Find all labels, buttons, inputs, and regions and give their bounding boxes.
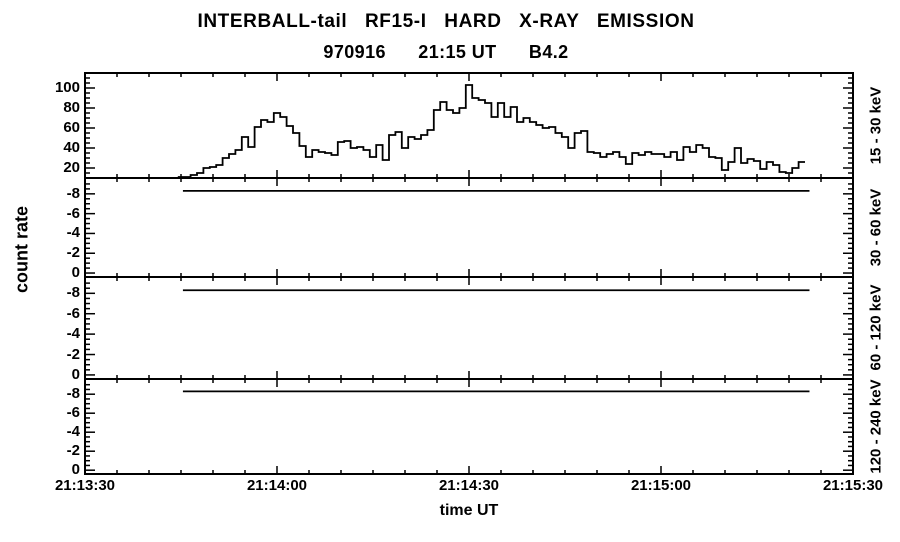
x-tick-label: 21:15:00 bbox=[630, 477, 692, 494]
chart-title: INTERBALL-tail RF15-I HARD X-RAY EMISSIO… bbox=[197, 11, 695, 32]
histogram-series-15-30keV bbox=[177, 84, 805, 178]
y-tick-label: -4 bbox=[66, 423, 80, 441]
y-tick-label: 40 bbox=[63, 139, 80, 156]
y-tick-label: -2 bbox=[66, 244, 80, 262]
y-tick-label: 100 bbox=[54, 79, 80, 96]
x-tick-label: 21:15:30 bbox=[822, 477, 884, 494]
y-tick-label: -8 bbox=[66, 385, 80, 403]
y-tick-label: -2 bbox=[66, 345, 80, 363]
chart-subtitle: 970916 21:15 UT B4.2 bbox=[323, 42, 569, 62]
y-tick-label: 0 bbox=[71, 461, 80, 479]
y-tick-label: -6 bbox=[66, 204, 80, 222]
y-tick-label: -8 bbox=[66, 184, 80, 202]
y-tick-label: -6 bbox=[66, 304, 80, 322]
y-tick-label: -4 bbox=[66, 325, 80, 343]
y-tick-label: 80 bbox=[63, 99, 80, 116]
y-tick-label: 60 bbox=[63, 119, 80, 136]
x-tick-label: 21:14:30 bbox=[438, 477, 500, 494]
y-tick-label: 0 bbox=[71, 365, 80, 383]
energy-band-label: 120 - 240 keV bbox=[867, 378, 885, 474]
y-tick-label: 0 bbox=[71, 264, 80, 282]
y-tick-label: -2 bbox=[66, 442, 80, 460]
x-axis-label: time UT bbox=[439, 502, 499, 519]
y-tick-label: -4 bbox=[66, 224, 80, 242]
y-tick-label: -8 bbox=[66, 284, 80, 302]
y-tick-label: -6 bbox=[66, 404, 80, 422]
x-tick-label: 21:13:30 bbox=[54, 477, 116, 494]
y-tick-label: 20 bbox=[63, 159, 80, 176]
x-tick-label: 21:14:00 bbox=[246, 477, 308, 494]
